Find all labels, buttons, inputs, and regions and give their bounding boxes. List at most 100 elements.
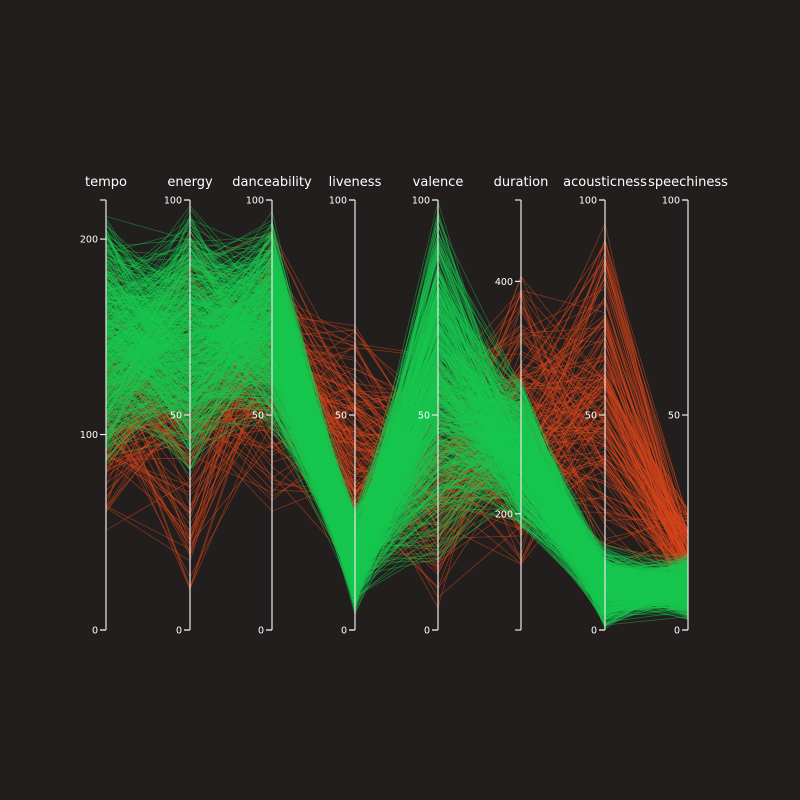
green-data-line	[105, 273, 689, 574]
green-data-line	[105, 296, 689, 611]
green-data-line	[105, 345, 689, 588]
green-data-line	[105, 305, 689, 586]
green-data-line	[105, 306, 689, 604]
green-data-line	[105, 284, 689, 583]
green-data-line	[105, 314, 689, 592]
green-data-line	[105, 376, 689, 607]
green-data-line	[105, 299, 689, 581]
green-data-line	[105, 348, 689, 616]
green-data-line	[105, 269, 689, 610]
green-data-line	[105, 243, 689, 609]
green-data-line	[105, 216, 689, 590]
green-data-line	[105, 257, 689, 597]
green-data-line	[105, 317, 689, 616]
green-data-line	[105, 284, 689, 586]
axis-title-acousticness: acousticness	[563, 175, 647, 190]
green-data-line	[105, 298, 689, 626]
orange-data-line	[105, 271, 689, 580]
green-data-line	[105, 237, 689, 583]
green-data-line	[105, 287, 689, 588]
green-data-line	[105, 255, 689, 601]
green-data-line	[105, 349, 689, 619]
green-data-line	[105, 298, 689, 617]
green-data-line	[105, 269, 689, 581]
green-data-line	[105, 250, 689, 575]
green-data-line	[105, 322, 689, 602]
green-data-line	[105, 262, 689, 604]
green-data-line	[105, 319, 689, 622]
green-data-line	[105, 302, 689, 618]
green-data-line	[105, 250, 689, 603]
green-data-line	[105, 296, 689, 581]
green-data-line	[105, 285, 689, 624]
green-data-line	[105, 325, 689, 615]
green-data-line	[105, 248, 689, 588]
green-data-line	[105, 238, 689, 601]
green-data-line	[105, 288, 689, 616]
green-data-line	[105, 264, 689, 590]
green-data-line	[105, 263, 689, 610]
green-data-line	[105, 263, 689, 589]
green-data-line	[105, 297, 689, 616]
green-data-line	[105, 362, 689, 577]
axis-energy: 0 50 100 energy	[164, 175, 213, 637]
orange-data-line	[105, 309, 689, 586]
green-data-line	[105, 341, 689, 602]
green-data-line	[105, 357, 689, 611]
green-data-line	[105, 322, 689, 611]
tick-label: 400	[495, 277, 513, 288]
green-data-line	[105, 364, 689, 607]
green-data-line	[105, 285, 689, 587]
green-data-line	[105, 233, 689, 599]
green-data-line	[105, 281, 689, 591]
green-data-line	[105, 307, 689, 610]
green-data-line	[105, 307, 689, 589]
green-data-line	[105, 249, 689, 584]
green-data-line	[105, 342, 689, 611]
orange-data-line	[105, 374, 689, 563]
green-data-line	[105, 329, 689, 586]
tick-label: 50	[170, 411, 182, 422]
orange-data-line	[105, 290, 689, 546]
green-data-line	[105, 319, 689, 610]
green-data-line	[105, 309, 689, 596]
green-data-line	[105, 291, 689, 598]
green-data-line	[105, 325, 689, 598]
green-data-line	[105, 263, 689, 619]
green-data-line	[105, 272, 689, 593]
orange-data-line	[105, 300, 689, 562]
green-data-line	[105, 295, 689, 583]
green-data-line	[105, 276, 689, 577]
green-data-line	[105, 301, 689, 590]
green-data-line	[105, 239, 689, 600]
green-data-line	[105, 286, 689, 597]
green-data-line	[105, 291, 689, 597]
green-data-line	[105, 260, 689, 594]
green-data-line	[105, 329, 689, 607]
green-data-line	[105, 314, 689, 601]
green-data-line	[105, 286, 689, 601]
green-data-line	[105, 280, 689, 609]
orange-data-line	[105, 289, 689, 556]
green-data-line	[105, 347, 689, 590]
green-data-line	[105, 271, 689, 595]
orange-data-line	[105, 265, 689, 581]
green-data-line	[105, 302, 689, 589]
orange-data-line	[105, 288, 689, 571]
green-data-line	[105, 288, 689, 598]
green-data-line	[105, 258, 689, 611]
green-data-line	[105, 272, 689, 587]
green-data-line	[105, 311, 689, 598]
green-data-line	[105, 246, 689, 613]
green-data-line	[105, 282, 689, 595]
green-data-line	[105, 312, 689, 615]
green-data-line	[105, 268, 689, 619]
green-data-line	[105, 240, 689, 612]
tick-label: 50	[418, 411, 430, 422]
green-data-line	[105, 244, 689, 609]
green-data-line	[105, 226, 689, 582]
green-data-line	[105, 260, 689, 604]
green-data-line	[105, 263, 689, 578]
green-data-line	[105, 311, 689, 608]
tick-label: 50	[335, 411, 347, 422]
